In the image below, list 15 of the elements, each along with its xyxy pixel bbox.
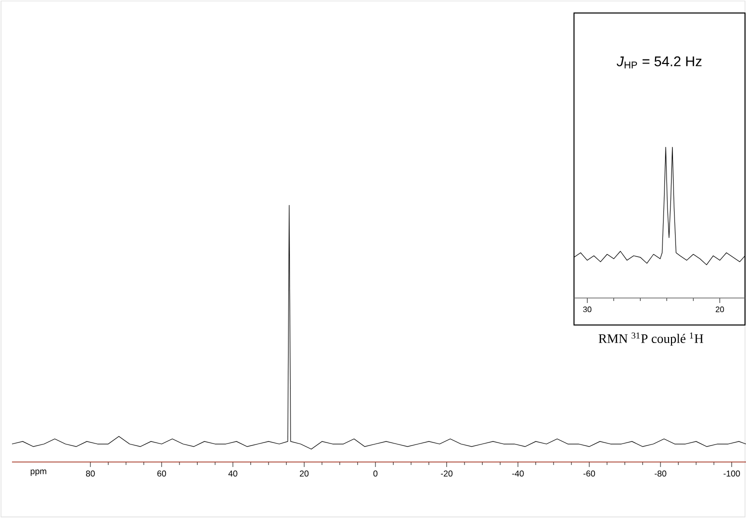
text: J$_{HP}$ = 54.2 Hz (616, 56, 702, 68)
x-axis-title: ppm (30, 470, 46, 476)
x-tick-label: -40 (512, 470, 524, 477)
x-tick-label: 20 (716, 306, 724, 312)
x-tick-label: 0 (373, 470, 378, 477)
x-tick-label: 60 (157, 470, 166, 477)
x-tick-label: 20 (300, 470, 309, 477)
annotation: RMN $^{31}$P couplé $^{1}$H (598, 332, 704, 346)
x-tick-label: 40 (228, 470, 238, 477)
x-tick-label: -20 (440, 470, 452, 477)
x-tick-label: -100 (724, 470, 740, 477)
x-tick-label: -60 (583, 470, 596, 477)
x-tick-label: -80 (654, 470, 666, 477)
x-tick-label: 30 (583, 306, 592, 312)
x-tick-label: 80 (86, 470, 95, 477)
